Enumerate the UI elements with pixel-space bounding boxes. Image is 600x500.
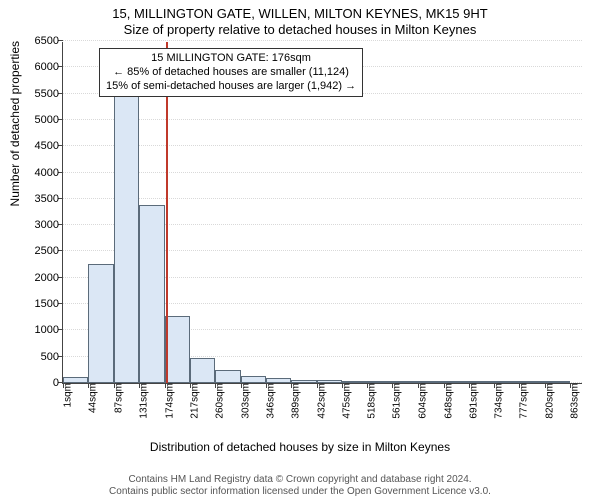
annotation-line: 15% of semi-detached houses are larger (… [106, 80, 356, 94]
footer-line: Contains public sector information licen… [0, 486, 600, 498]
ytick-label: 6500 [35, 35, 63, 47]
ytick-label: 5500 [35, 88, 63, 100]
ytick-label: 1000 [35, 324, 63, 336]
chart-supertitle: 15, MILLINGTON GATE, WILLEN, MILTON KEYN… [0, 0, 600, 22]
histogram-bar [88, 264, 113, 383]
ytick-label: 4000 [35, 167, 63, 179]
grid-line [63, 198, 582, 199]
histogram-bar [165, 316, 190, 383]
y-axis-label: Number of detached properties [8, 0, 22, 212]
xtick-label: 87sqm [107, 383, 124, 413]
xtick-label: 691sqm [462, 383, 479, 419]
xtick-label: 346sqm [259, 383, 276, 419]
plot-area: 15 MILLINGTON GATE: 176sqm ← 85% of deta… [62, 42, 582, 384]
footer: Contains HM Land Registry data © Crown c… [0, 474, 600, 498]
xtick-label: 475sqm [335, 383, 352, 419]
xtick-label: 820sqm [538, 383, 555, 419]
ytick-label: 1500 [35, 298, 63, 310]
histogram-bar [139, 205, 164, 383]
ytick-label: 2000 [35, 272, 63, 284]
histogram-bar [241, 376, 266, 383]
xtick-label: 44sqm [82, 383, 99, 413]
xtick-label: 131sqm [133, 383, 150, 419]
chart-wrap: 15, MILLINGTON GATE, WILLEN, MILTON KEYN… [0, 0, 600, 500]
xtick-label: 174sqm [158, 383, 175, 419]
x-axis-label: Distribution of detached houses by size … [0, 440, 600, 454]
xtick-label: 217sqm [184, 383, 201, 419]
histogram-bar [114, 93, 140, 383]
xtick-label: 777sqm [513, 383, 530, 419]
plot-holder: 15 MILLINGTON GATE: 176sqm ← 85% of deta… [62, 42, 582, 384]
footer-line: Contains HM Land Registry data © Crown c… [0, 474, 600, 486]
ytick-label: 500 [41, 351, 63, 363]
xtick-label: 432sqm [310, 383, 327, 419]
ytick-label: 6000 [35, 61, 63, 73]
annotation-box: 15 MILLINGTON GATE: 176sqm ← 85% of deta… [99, 48, 363, 97]
xtick-label: 863sqm [564, 383, 581, 419]
xtick-label: 1sqm [57, 383, 74, 407]
xtick-label: 518sqm [361, 383, 378, 419]
ytick-label: 2500 [35, 245, 63, 257]
xtick-label: 734sqm [488, 383, 505, 419]
xtick-label: 604sqm [411, 383, 428, 419]
ytick-label: 3000 [35, 219, 63, 231]
xtick-label: 648sqm [437, 383, 454, 419]
grid-line [63, 40, 582, 41]
ytick-label: 5000 [35, 114, 63, 126]
annotation-line: ← 85% of detached houses are smaller (11… [106, 66, 356, 80]
chart-title: Size of property relative to detached ho… [0, 22, 600, 38]
histogram-bar [215, 370, 240, 383]
ytick-label: 3500 [35, 193, 63, 205]
xtick-label: 303sqm [234, 383, 251, 419]
annotation-line: 15 MILLINGTON GATE: 176sqm [106, 52, 356, 66]
grid-line [63, 172, 582, 173]
grid-line [63, 145, 582, 146]
histogram-bar [190, 358, 215, 383]
ytick-label: 4500 [35, 140, 63, 152]
xtick-label: 389sqm [285, 383, 302, 419]
xtick-label: 561sqm [386, 383, 403, 419]
xtick-label: 260sqm [209, 383, 226, 419]
grid-line [63, 119, 582, 120]
